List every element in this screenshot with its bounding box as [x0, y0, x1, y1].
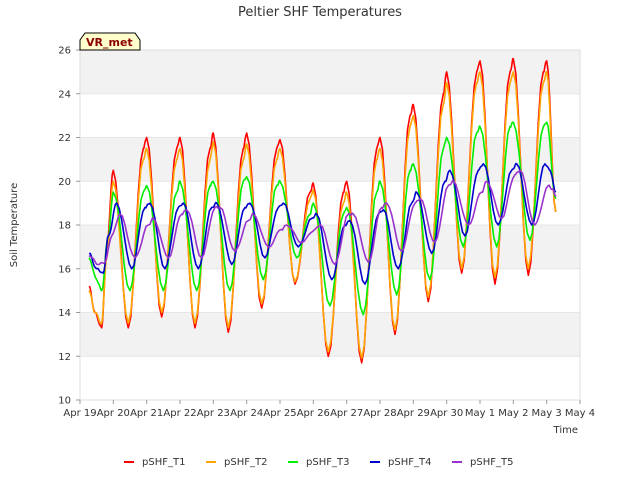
y-tick-label: 18: [58, 221, 71, 232]
x-tick-label: Apr 26: [297, 408, 330, 419]
y-axis-label: Soil Temperature: [9, 183, 20, 268]
x-tick-label: Apr 27: [330, 408, 363, 419]
x-tick-label: Apr 21: [130, 408, 163, 419]
series-line-pSHF_T4: [88, 162, 557, 285]
x-tick-label: Apr 28: [363, 408, 396, 419]
grid-bands: [80, 49, 580, 401]
legend-item-pSHF_T1: pSHF_T1: [124, 457, 185, 468]
series-lines: [88, 57, 557, 364]
grid-band: [80, 181, 580, 225]
grid-band: [80, 137, 580, 182]
legend-label: pSHF_T3: [306, 457, 349, 468]
x-tick-label: Apr 24: [230, 408, 263, 419]
legend-item-pSHF_T5: pSHF_T5: [452, 457, 513, 468]
vr-met-badge: VR_met: [79, 32, 141, 51]
x-tick-label: May 3: [532, 408, 562, 419]
x-tick-label: May 1: [465, 408, 495, 419]
x-tick-label: Apr 22: [163, 408, 196, 419]
grid-band: [80, 50, 580, 94]
x-tick-label: Apr 29: [397, 408, 430, 419]
series-line-pSHF_T2: [88, 71, 557, 360]
y-tick-label: 26: [58, 46, 71, 57]
grid-band: [80, 93, 580, 138]
legend-item-pSHF_T2: pSHF_T2: [206, 457, 267, 468]
x-tick-label: Apr 20: [97, 408, 130, 419]
x-axis-label: Time: [553, 425, 578, 436]
x-tick-label: May 2: [498, 408, 528, 419]
chart-title: Peltier SHF Temperatures: [238, 5, 402, 20]
x-tick-label: Apr 25: [263, 408, 296, 419]
y-tick-label: 20: [58, 177, 71, 188]
legend-item-pSHF_T4: pSHF_T4: [370, 457, 431, 468]
x-tick-label: Apr 19: [63, 408, 96, 419]
legend-label: pSHF_T5: [470, 457, 513, 468]
x-axis: Apr 19 Apr 20 Apr 21 Apr 22 Apr 23 Apr 24 Apr …: [63, 400, 595, 419]
y-tick-label: 24: [58, 89, 71, 100]
x-tick-label: May 4: [565, 408, 595, 419]
legend-label: pSHF_T4: [388, 457, 431, 468]
y-tick-label: 14: [58, 308, 71, 319]
x-tick-label: Apr 30: [430, 408, 463, 419]
y-tick-label: 22: [58, 133, 71, 144]
x-tick-label: Apr 23: [197, 408, 230, 419]
y-tick-label: 16: [58, 264, 71, 275]
series-line-pSHF_T3: [88, 121, 557, 316]
y-tick-label: 10: [58, 396, 71, 407]
legend-label: pSHF_T1: [142, 457, 185, 468]
badge-label: VR_met: [86, 36, 133, 49]
legend: pSHF_T1 pSHF_T2 pSHF_T3 pSHF_T4 pSHF_T5: [124, 457, 513, 468]
y-axis: 10 12 14 16 18 20 22 24 26: [58, 46, 80, 407]
legend-item-pSHF_T3: pSHF_T3: [288, 457, 349, 468]
y-tick-label: 12: [58, 352, 71, 363]
grid-band: [80, 356, 580, 400]
legend-label: pSHF_T2: [224, 457, 267, 468]
series-line-pSHF_T5: [88, 169, 557, 266]
